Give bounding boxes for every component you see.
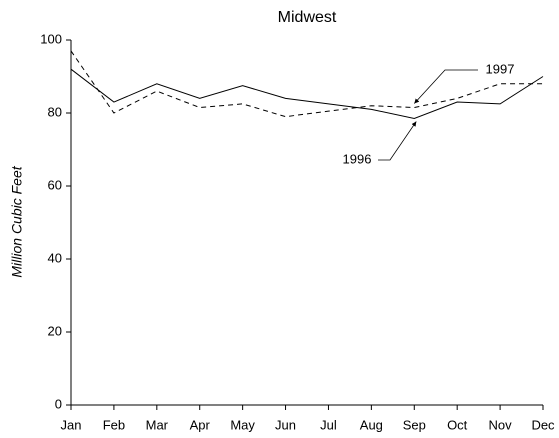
x-tick-label: Sep [403, 417, 426, 432]
y-tick-label: 60 [48, 177, 62, 192]
x-tick-label: Nov [489, 417, 513, 432]
y-tick-label: 20 [48, 323, 62, 338]
annotation: 1996 [343, 151, 372, 166]
x-tick-label: Apr [190, 417, 211, 432]
y-tick-label: 100 [40, 31, 62, 46]
annotation: 1997 [486, 61, 515, 76]
x-tick-label: Aug [360, 417, 383, 432]
x-tick-label: Dec [531, 417, 555, 432]
chart-title: Midwest [278, 9, 337, 26]
x-tick-label: Jul [320, 417, 337, 432]
y-tick-label: 80 [48, 104, 62, 119]
y-axis-label: Million Cubic Feet [9, 165, 25, 277]
annotation-arrow [378, 121, 417, 161]
series-line [70, 50, 543, 118]
annotation-arrow [413, 69, 478, 104]
x-tick-label: Oct [447, 417, 468, 432]
x-tick-label: Jun [275, 417, 296, 432]
y-tick-label: 40 [48, 250, 62, 265]
y-tick-label: 0 [55, 396, 62, 411]
x-tick-label: Jan [61, 417, 82, 432]
x-tick-label: Feb [103, 417, 125, 432]
series-line [70, 68, 544, 119]
x-tick-label: May [230, 417, 255, 432]
x-tick-label: Mar [146, 417, 169, 432]
